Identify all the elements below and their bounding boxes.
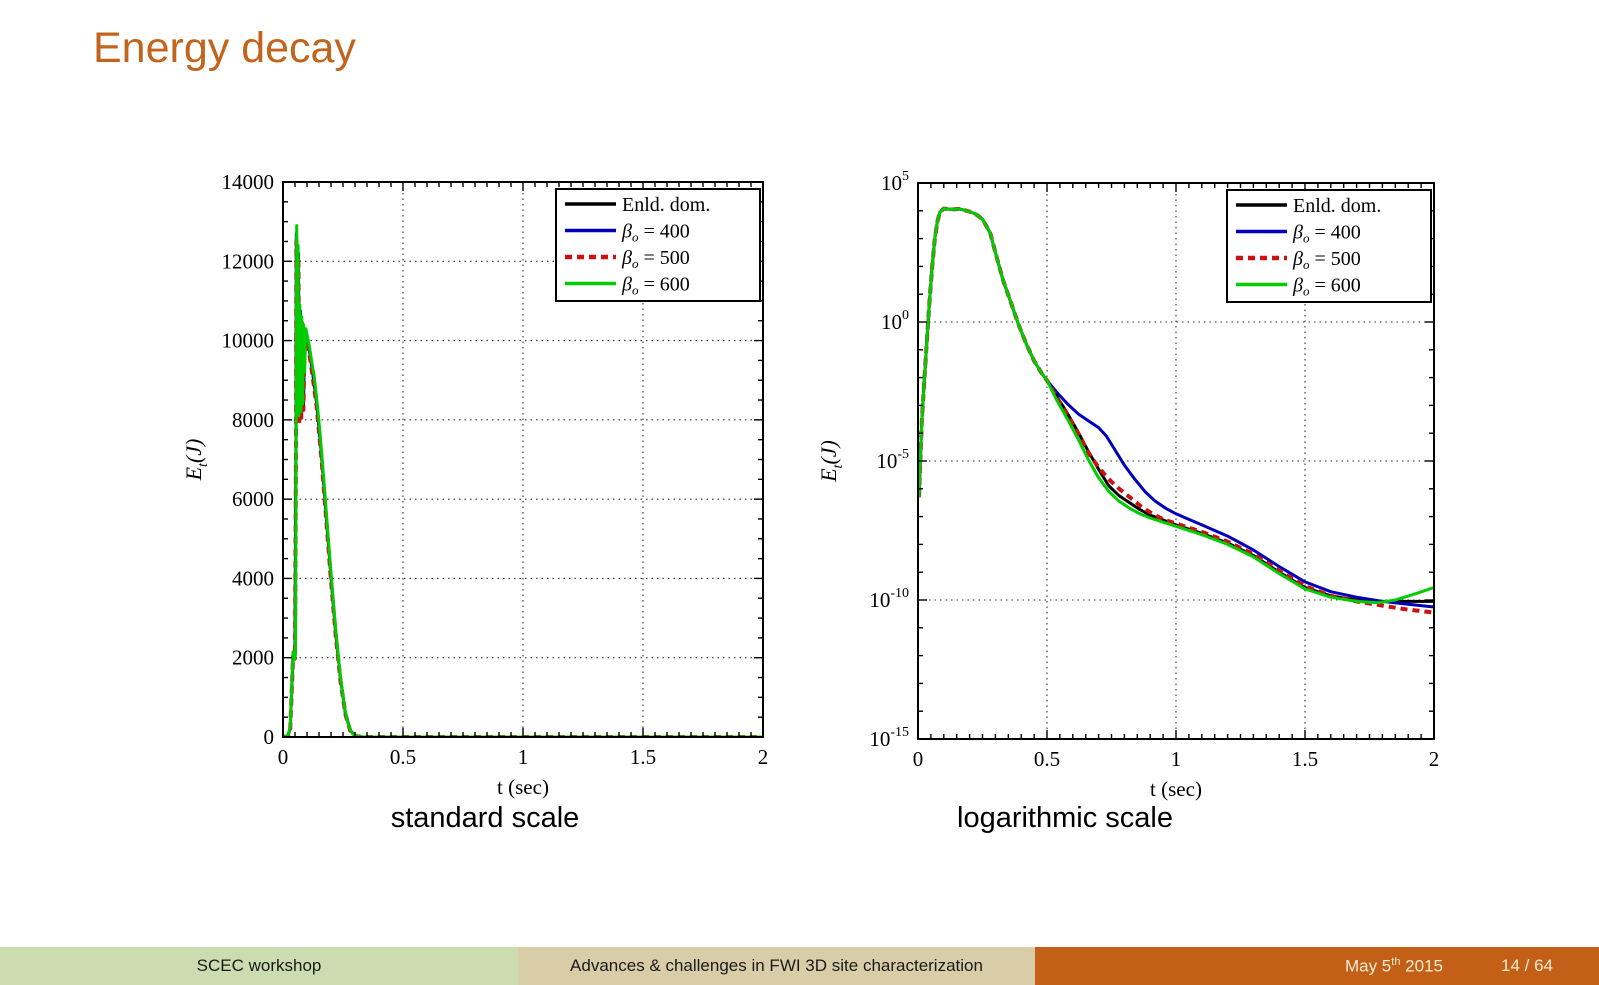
series-beta-500 <box>283 239 763 737</box>
legend-label: βo = 400 <box>1292 222 1361 246</box>
x-axis-label: t (sec) <box>497 775 549 799</box>
svg-text:1.5: 1.5 <box>1292 747 1318 771</box>
y-axis-label: Et(J) <box>181 439 211 482</box>
series <box>283 224 763 737</box>
svg-text:0: 0 <box>264 725 275 749</box>
slide-title: Energy decay <box>93 24 356 72</box>
svg-text:1.5: 1.5 <box>630 745 656 769</box>
svg-text:1: 1 <box>1171 747 1182 771</box>
legend-label: βo = 400 <box>621 221 690 245</box>
svg-text:10-15: 10-15 <box>869 725 909 751</box>
series-beta-600 <box>918 207 1434 605</box>
legend-label: Enld. dom. <box>1293 195 1381 217</box>
gridlines <box>283 182 763 737</box>
legend-label: βo = 500 <box>1292 248 1361 272</box>
series <box>918 206 1434 615</box>
svg-text:105: 105 <box>881 169 909 195</box>
footer-date-superscript: th <box>1391 955 1401 968</box>
svg-text:10-10: 10-10 <box>869 586 909 612</box>
footer-date: May 5th 2015 <box>1344 955 1443 976</box>
footer-date-page: May 5th 2015 14 / 64 <box>1035 947 1599 985</box>
svg-text:0.5: 0.5 <box>1034 747 1060 771</box>
svg-text:4000: 4000 <box>232 566 274 590</box>
svg-text:0: 0 <box>913 747 924 771</box>
svg-text:10000: 10000 <box>222 329 275 353</box>
y-tick-labels: 0 2000 4000 6000 8000 10000 12000 14000 <box>222 170 275 749</box>
svg-text:14000: 14000 <box>222 170 275 194</box>
svg-text:1: 1 <box>518 745 529 769</box>
y-tick-labels: 105 100 10-5 10-10 10-15 <box>869 169 909 751</box>
svg-text:2: 2 <box>758 745 769 769</box>
y-axis-label: Et(J) <box>816 440 846 483</box>
svg-text:0: 0 <box>278 745 289 769</box>
footer-talk-title: Advances & challenges in FWI 3D site cha… <box>518 947 1035 985</box>
x-axis-label: t (sec) <box>1150 777 1202 801</box>
caption-logarithmic-scale: logarithmic scale <box>957 802 1173 834</box>
footer-talk-title-label: Advances & challenges in FWI 3D site cha… <box>570 956 983 975</box>
svg-text:0.5: 0.5 <box>390 745 416 769</box>
svg-text:6000: 6000 <box>232 487 274 511</box>
svg-text:100: 100 <box>881 308 909 334</box>
x-tick-labels: 0 0.5 1 1.5 2 <box>913 747 1440 771</box>
series-beta-600 <box>283 224 763 737</box>
standard-scale-chart: 0 0.5 1 1.5 2 0 2000 4000 6000 8000 10000 12000 1400… <box>181 170 769 799</box>
axis-ticks <box>917 182 1435 740</box>
footer-workshop: SCEC workshop <box>0 947 518 985</box>
footer-bar: SCEC workshop Advances & challenges in F… <box>0 947 1599 985</box>
legend-label: Enld. dom. <box>622 194 710 216</box>
caption-standard-scale: standard scale <box>390 802 580 834</box>
footer-workshop-label: SCEC workshop <box>196 956 322 975</box>
legend-label: βo = 600 <box>621 274 690 298</box>
legend-label: βo = 600 <box>1292 275 1361 299</box>
logarithmic-scale-chart: 0 0.5 1 1.5 2 105 100 10-5 10-10 10-15 t (sec) Et(J… <box>816 169 1440 801</box>
svg-text:10-5: 10-5 <box>876 447 909 473</box>
x-tick-labels: 0 0.5 1 1.5 2 <box>278 745 769 769</box>
svg-text:2000: 2000 <box>232 646 274 670</box>
svg-text:8000: 8000 <box>232 408 274 432</box>
svg-text:2: 2 <box>1429 747 1440 771</box>
svg-text:12000: 12000 <box>222 249 275 273</box>
footer-page-number: 14 / 64 <box>1501 956 1553 975</box>
legend-label: βo = 500 <box>621 247 690 271</box>
